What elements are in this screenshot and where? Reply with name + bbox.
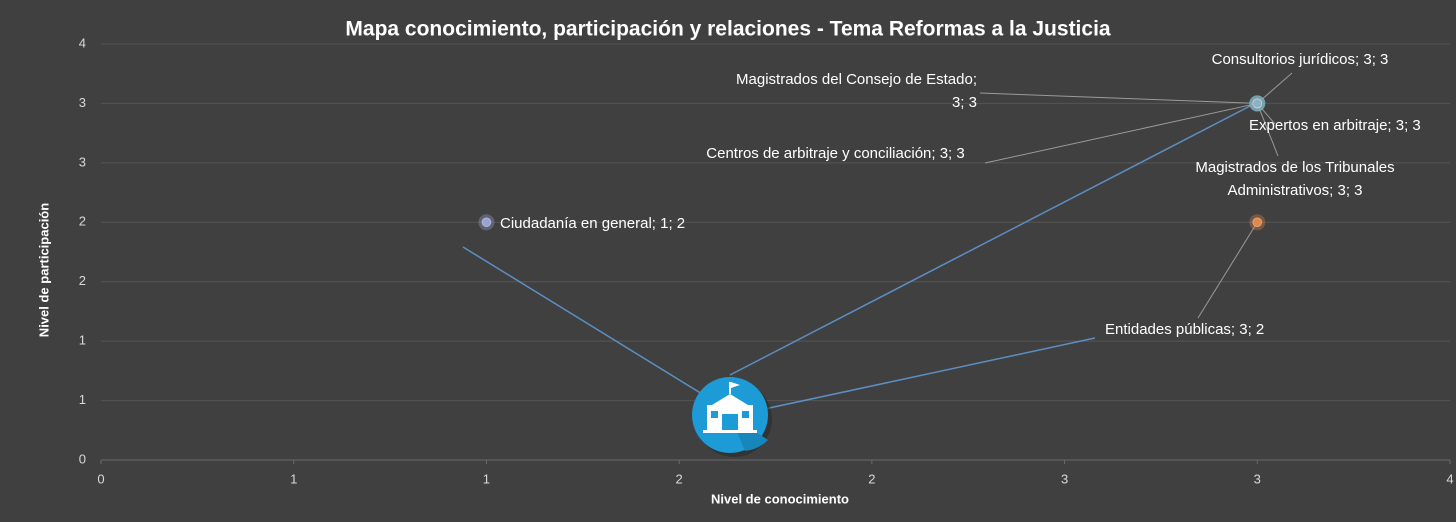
leader-line xyxy=(979,92,1258,104)
data-label: Ciudadanía en general; 1; 2 xyxy=(500,215,686,232)
data-label-box: Expertos en arbitraje; 3; 3 xyxy=(1249,117,1421,134)
leader-lines xyxy=(979,72,1293,319)
data-label: Centros de arbitraje y conciliación; 3; … xyxy=(706,145,965,162)
y-tick-label: 3 xyxy=(79,154,86,169)
data-label-box: Ciudadanía en general; 1; 2 xyxy=(500,215,686,232)
leader-line xyxy=(1256,103,1279,157)
y-tick-label: 2 xyxy=(79,273,86,288)
data-label-box: Magistrados de los Tribunales Administra… xyxy=(1195,159,1395,199)
icon-window xyxy=(711,411,718,418)
icon-door xyxy=(722,414,738,430)
point xyxy=(1252,98,1263,109)
icon-base xyxy=(703,430,757,433)
y-tick-label: 1 xyxy=(79,392,86,407)
chart-title: Mapa conocimiento, participación y relac… xyxy=(345,18,1111,41)
leader-line xyxy=(1256,72,1293,104)
icon-roof xyxy=(712,394,748,405)
relation-lines xyxy=(462,104,1253,411)
relation-line xyxy=(759,337,1096,411)
leader-line xyxy=(984,102,1258,164)
y-tick-label: 1 xyxy=(79,333,86,348)
data-label: Magistrados del Consejo de Estado; 3; 3 xyxy=(736,71,977,111)
x-tick-label: 4 xyxy=(1446,471,1453,486)
x-tick-label: 1 xyxy=(290,471,297,486)
leader-line xyxy=(1197,222,1258,319)
data-label: Entidades públicas; 3; 2 xyxy=(1105,321,1265,338)
data-label: Consultorios jurídicos; 3; 3 xyxy=(1211,51,1389,68)
data-labels: Ciudadanía en general; 1; 2 Consultorios … xyxy=(500,51,1421,338)
y-tick-label: 4 xyxy=(79,35,86,50)
x-tick-label: 2 xyxy=(676,471,683,486)
data-label-box: Magistrados del Consejo de Estado; 3; 3 xyxy=(736,71,977,111)
relation-line xyxy=(462,246,721,406)
relation-line xyxy=(729,104,1253,376)
y-tick-label: 0 xyxy=(79,451,86,466)
y-tick-label: 3 xyxy=(79,95,86,110)
y-tick-label: 2 xyxy=(79,214,86,229)
building-icon xyxy=(692,377,772,457)
points xyxy=(478,95,1266,231)
point xyxy=(481,217,492,228)
data-label: Magistrados de los Tribunales Administra… xyxy=(1195,159,1395,199)
x-tick-label: 0 xyxy=(97,471,104,486)
icon-flag xyxy=(731,382,740,388)
data-label-box: Consultorios jurídicos; 3; 3 xyxy=(1211,51,1389,68)
x-axis-title: Nivel de conocimiento xyxy=(711,491,849,506)
x-tick-label: 3 xyxy=(1061,471,1068,486)
x-tick-label: 3 xyxy=(1254,471,1261,486)
data-label: Expertos en arbitraje; 3; 3 xyxy=(1249,117,1421,134)
data-label-box: Entidades públicas; 3; 2 xyxy=(1105,321,1265,338)
grid: 0 1 1 2 2 3 3 4 0 1 1 2 2 3 3 4 xyxy=(79,35,1454,486)
data-label-box: Centros de arbitraje y conciliación; 3; … xyxy=(706,145,965,162)
icon-window xyxy=(742,411,749,418)
x-tick-label: 2 xyxy=(868,471,875,486)
point xyxy=(1252,217,1263,228)
x-tick-label: 1 xyxy=(483,471,490,486)
y-axis-title: Nivel de participación xyxy=(36,203,51,337)
